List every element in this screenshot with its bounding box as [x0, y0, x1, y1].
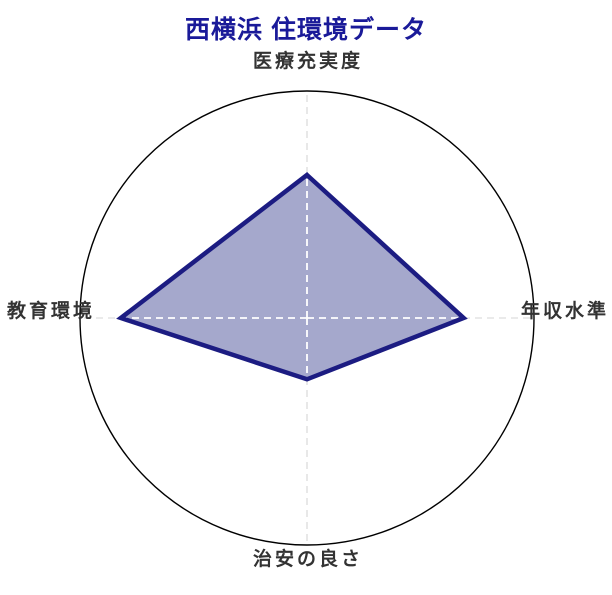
- axis-label-medical: 医療充実度: [252, 51, 364, 72]
- axis-label-income: 年収水準: [521, 301, 610, 322]
- axis-label-safety: 治安の良さ: [252, 549, 364, 570]
- axis-label-education: 教育環境: [6, 301, 95, 322]
- chart-title: 西横浜 住環境データ: [185, 16, 427, 44]
